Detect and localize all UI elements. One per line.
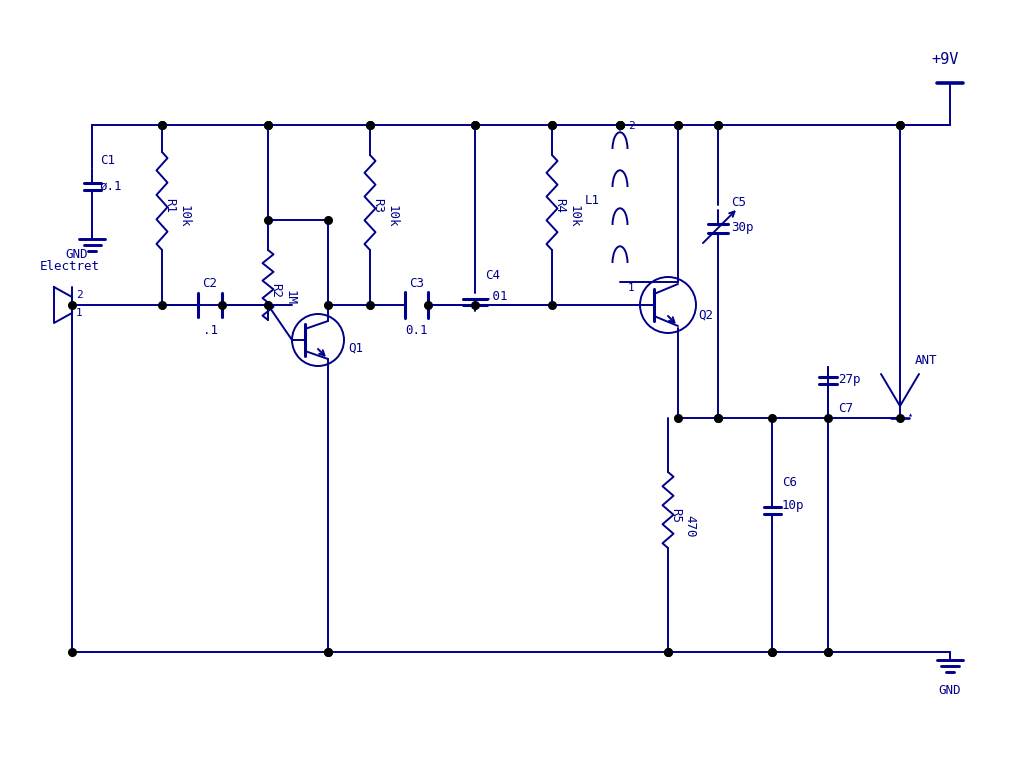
Text: R1: R1 [164, 198, 176, 213]
Text: GND: GND [66, 249, 88, 261]
Text: C2: C2 [203, 277, 217, 290]
Text: C1: C1 [100, 154, 115, 166]
Text: 10k: 10k [177, 205, 190, 227]
Text: ANT: ANT [915, 353, 938, 366]
Text: Q1: Q1 [348, 341, 362, 354]
Text: 30p: 30p [731, 221, 754, 235]
Text: .01: .01 [485, 290, 508, 303]
Text: Q2: Q2 [698, 309, 713, 321]
Text: +9V: +9V [931, 52, 958, 68]
Text: R5: R5 [670, 508, 683, 523]
Text: 10k: 10k [567, 205, 581, 227]
Text: Electret: Electret [40, 261, 100, 274]
Text: 470: 470 [683, 515, 696, 537]
Text: C6: C6 [782, 476, 797, 489]
Text: C5: C5 [731, 195, 746, 208]
Text: R3: R3 [372, 198, 384, 213]
Text: L1: L1 [585, 195, 600, 207]
Text: C4: C4 [485, 268, 500, 281]
Text: .1: .1 [203, 325, 217, 337]
Text: 27p: 27p [838, 373, 860, 387]
Text: C7: C7 [838, 401, 853, 414]
Text: 10k: 10k [385, 205, 398, 227]
Text: 1M: 1M [284, 290, 297, 305]
Text: ▴: ▴ [907, 410, 912, 420]
Text: GND: GND [939, 683, 962, 696]
Text: 10p: 10p [782, 499, 805, 512]
Text: C3: C3 [409, 277, 424, 290]
Text: 2: 2 [628, 121, 635, 131]
Text: 1: 1 [76, 308, 83, 318]
Text: ø.1: ø.1 [100, 179, 123, 192]
Text: R4: R4 [554, 198, 566, 213]
Text: 0.1: 0.1 [406, 325, 428, 337]
Text: 2: 2 [76, 290, 83, 300]
Text: R2: R2 [269, 283, 283, 298]
Text: 1: 1 [628, 283, 635, 293]
